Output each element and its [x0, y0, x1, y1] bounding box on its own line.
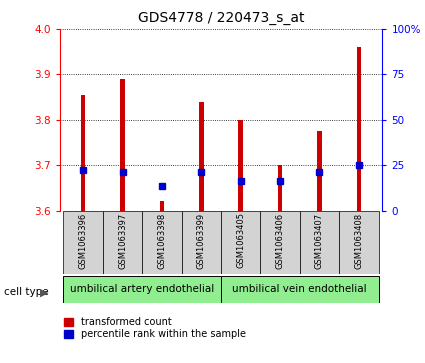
Bar	[221, 276, 379, 303]
Bar	[103, 211, 142, 274]
Text: GSM1063397: GSM1063397	[118, 212, 127, 269]
Bar	[63, 276, 221, 303]
Bar	[199, 102, 204, 211]
Title: GDS4778 / 220473_s_at: GDS4778 / 220473_s_at	[138, 11, 304, 25]
Bar	[339, 211, 379, 274]
Text: GSM1063405: GSM1063405	[236, 212, 245, 269]
Bar	[238, 120, 243, 211]
Bar	[181, 211, 221, 274]
Bar	[300, 211, 339, 274]
Bar	[63, 211, 103, 274]
Text: GSM1063407: GSM1063407	[315, 212, 324, 269]
Bar	[317, 131, 322, 211]
Bar	[221, 211, 261, 274]
Text: GSM1063398: GSM1063398	[157, 212, 167, 269]
Legend: transformed count, percentile rank within the sample: transformed count, percentile rank withi…	[64, 317, 246, 339]
Bar	[159, 201, 164, 211]
Text: umbilical artery endothelial: umbilical artery endothelial	[70, 285, 214, 294]
Text: GSM1063408: GSM1063408	[354, 212, 363, 269]
Text: GSM1063406: GSM1063406	[275, 212, 285, 269]
Text: cell type: cell type	[4, 287, 49, 297]
Bar	[278, 165, 283, 211]
Text: GSM1063396: GSM1063396	[79, 212, 88, 269]
Text: GSM1063399: GSM1063399	[197, 212, 206, 269]
Bar	[142, 211, 181, 274]
Bar	[357, 47, 361, 211]
Bar	[120, 79, 125, 211]
Bar	[261, 211, 300, 274]
Bar	[81, 95, 85, 211]
Text: umbilical vein endothelial: umbilical vein endothelial	[232, 285, 367, 294]
Text: ▶: ▶	[40, 288, 49, 298]
